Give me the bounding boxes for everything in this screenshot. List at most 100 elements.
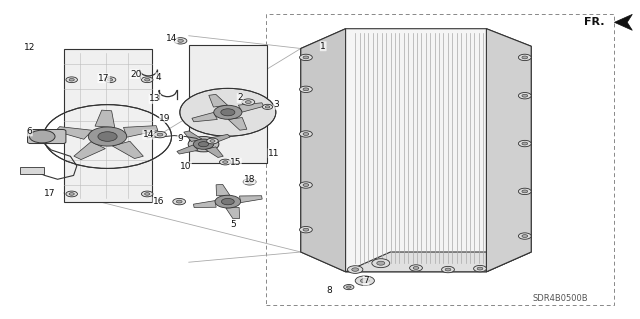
Circle shape	[242, 99, 255, 105]
Circle shape	[66, 191, 77, 197]
Text: 11: 11	[268, 149, 280, 158]
Polygon shape	[74, 142, 106, 160]
Polygon shape	[205, 147, 223, 158]
Circle shape	[300, 86, 312, 93]
Circle shape	[188, 137, 219, 152]
Circle shape	[154, 131, 166, 138]
Circle shape	[346, 286, 351, 288]
Circle shape	[193, 139, 214, 149]
Text: 13: 13	[149, 94, 161, 103]
FancyBboxPatch shape	[20, 167, 44, 174]
Circle shape	[177, 200, 182, 203]
Circle shape	[69, 193, 74, 195]
Text: 17: 17	[44, 189, 56, 198]
Polygon shape	[209, 134, 230, 143]
Circle shape	[66, 77, 77, 83]
Circle shape	[522, 94, 527, 97]
Text: 5: 5	[230, 220, 236, 229]
Text: SDR4B0500B: SDR4B0500B	[532, 294, 588, 303]
Text: 16: 16	[153, 197, 164, 206]
Circle shape	[522, 235, 527, 237]
Text: 20: 20	[130, 70, 141, 78]
Polygon shape	[55, 127, 93, 139]
Circle shape	[247, 181, 253, 183]
Circle shape	[442, 266, 454, 273]
Circle shape	[220, 159, 231, 165]
Circle shape	[518, 233, 531, 239]
Circle shape	[445, 268, 451, 271]
Polygon shape	[209, 94, 228, 107]
Circle shape	[215, 195, 241, 208]
Polygon shape	[216, 184, 230, 196]
Circle shape	[69, 78, 74, 81]
Circle shape	[413, 267, 419, 269]
Polygon shape	[64, 49, 152, 202]
Text: 10: 10	[180, 162, 191, 171]
Circle shape	[522, 56, 527, 59]
Circle shape	[198, 142, 209, 147]
Circle shape	[262, 104, 273, 109]
Circle shape	[474, 265, 486, 272]
Circle shape	[214, 105, 242, 119]
Circle shape	[352, 268, 358, 271]
Polygon shape	[124, 126, 158, 137]
Text: 18: 18	[244, 175, 255, 184]
Circle shape	[300, 182, 312, 188]
Text: FR.: FR.	[584, 17, 605, 27]
Circle shape	[518, 54, 531, 61]
Circle shape	[348, 266, 363, 273]
Polygon shape	[301, 29, 531, 272]
Circle shape	[98, 132, 117, 141]
Polygon shape	[614, 14, 632, 30]
Circle shape	[29, 130, 55, 143]
Circle shape	[355, 276, 374, 286]
Text: 9: 9	[178, 134, 183, 143]
Text: 12: 12	[24, 43, 35, 52]
Circle shape	[265, 106, 270, 108]
Circle shape	[178, 40, 183, 42]
Polygon shape	[301, 29, 346, 272]
Circle shape	[104, 77, 116, 83]
Circle shape	[246, 101, 252, 103]
Text: 15: 15	[230, 158, 241, 167]
Circle shape	[377, 261, 385, 265]
Text: 19: 19	[159, 114, 171, 122]
Circle shape	[88, 127, 127, 146]
Polygon shape	[239, 196, 262, 203]
Circle shape	[518, 93, 531, 99]
Circle shape	[303, 56, 308, 59]
Polygon shape	[486, 29, 531, 272]
Circle shape	[145, 78, 150, 81]
Text: 7: 7	[364, 276, 369, 285]
Text: 2: 2	[237, 93, 243, 102]
Polygon shape	[189, 45, 267, 163]
Circle shape	[221, 198, 234, 205]
Polygon shape	[228, 117, 247, 130]
Circle shape	[108, 78, 113, 81]
Bar	[266, 14, 614, 305]
Circle shape	[522, 190, 527, 193]
Circle shape	[300, 131, 312, 137]
Polygon shape	[184, 131, 202, 142]
Circle shape	[300, 226, 312, 233]
Circle shape	[518, 188, 531, 195]
Circle shape	[303, 88, 308, 91]
Circle shape	[522, 142, 527, 145]
Text: 4: 4	[156, 73, 161, 82]
Polygon shape	[192, 112, 218, 122]
Text: 3: 3	[274, 100, 279, 109]
Circle shape	[180, 88, 276, 136]
Circle shape	[157, 133, 163, 136]
FancyBboxPatch shape	[28, 130, 66, 144]
Polygon shape	[112, 141, 143, 159]
Polygon shape	[193, 201, 216, 207]
Text: 8: 8	[326, 286, 332, 295]
Circle shape	[221, 109, 235, 116]
Text: 6: 6	[27, 127, 32, 136]
Polygon shape	[346, 252, 531, 272]
Circle shape	[207, 138, 218, 144]
Circle shape	[372, 259, 390, 268]
Text: 14: 14	[166, 34, 177, 43]
Circle shape	[210, 140, 215, 142]
Text: 1: 1	[321, 42, 326, 51]
